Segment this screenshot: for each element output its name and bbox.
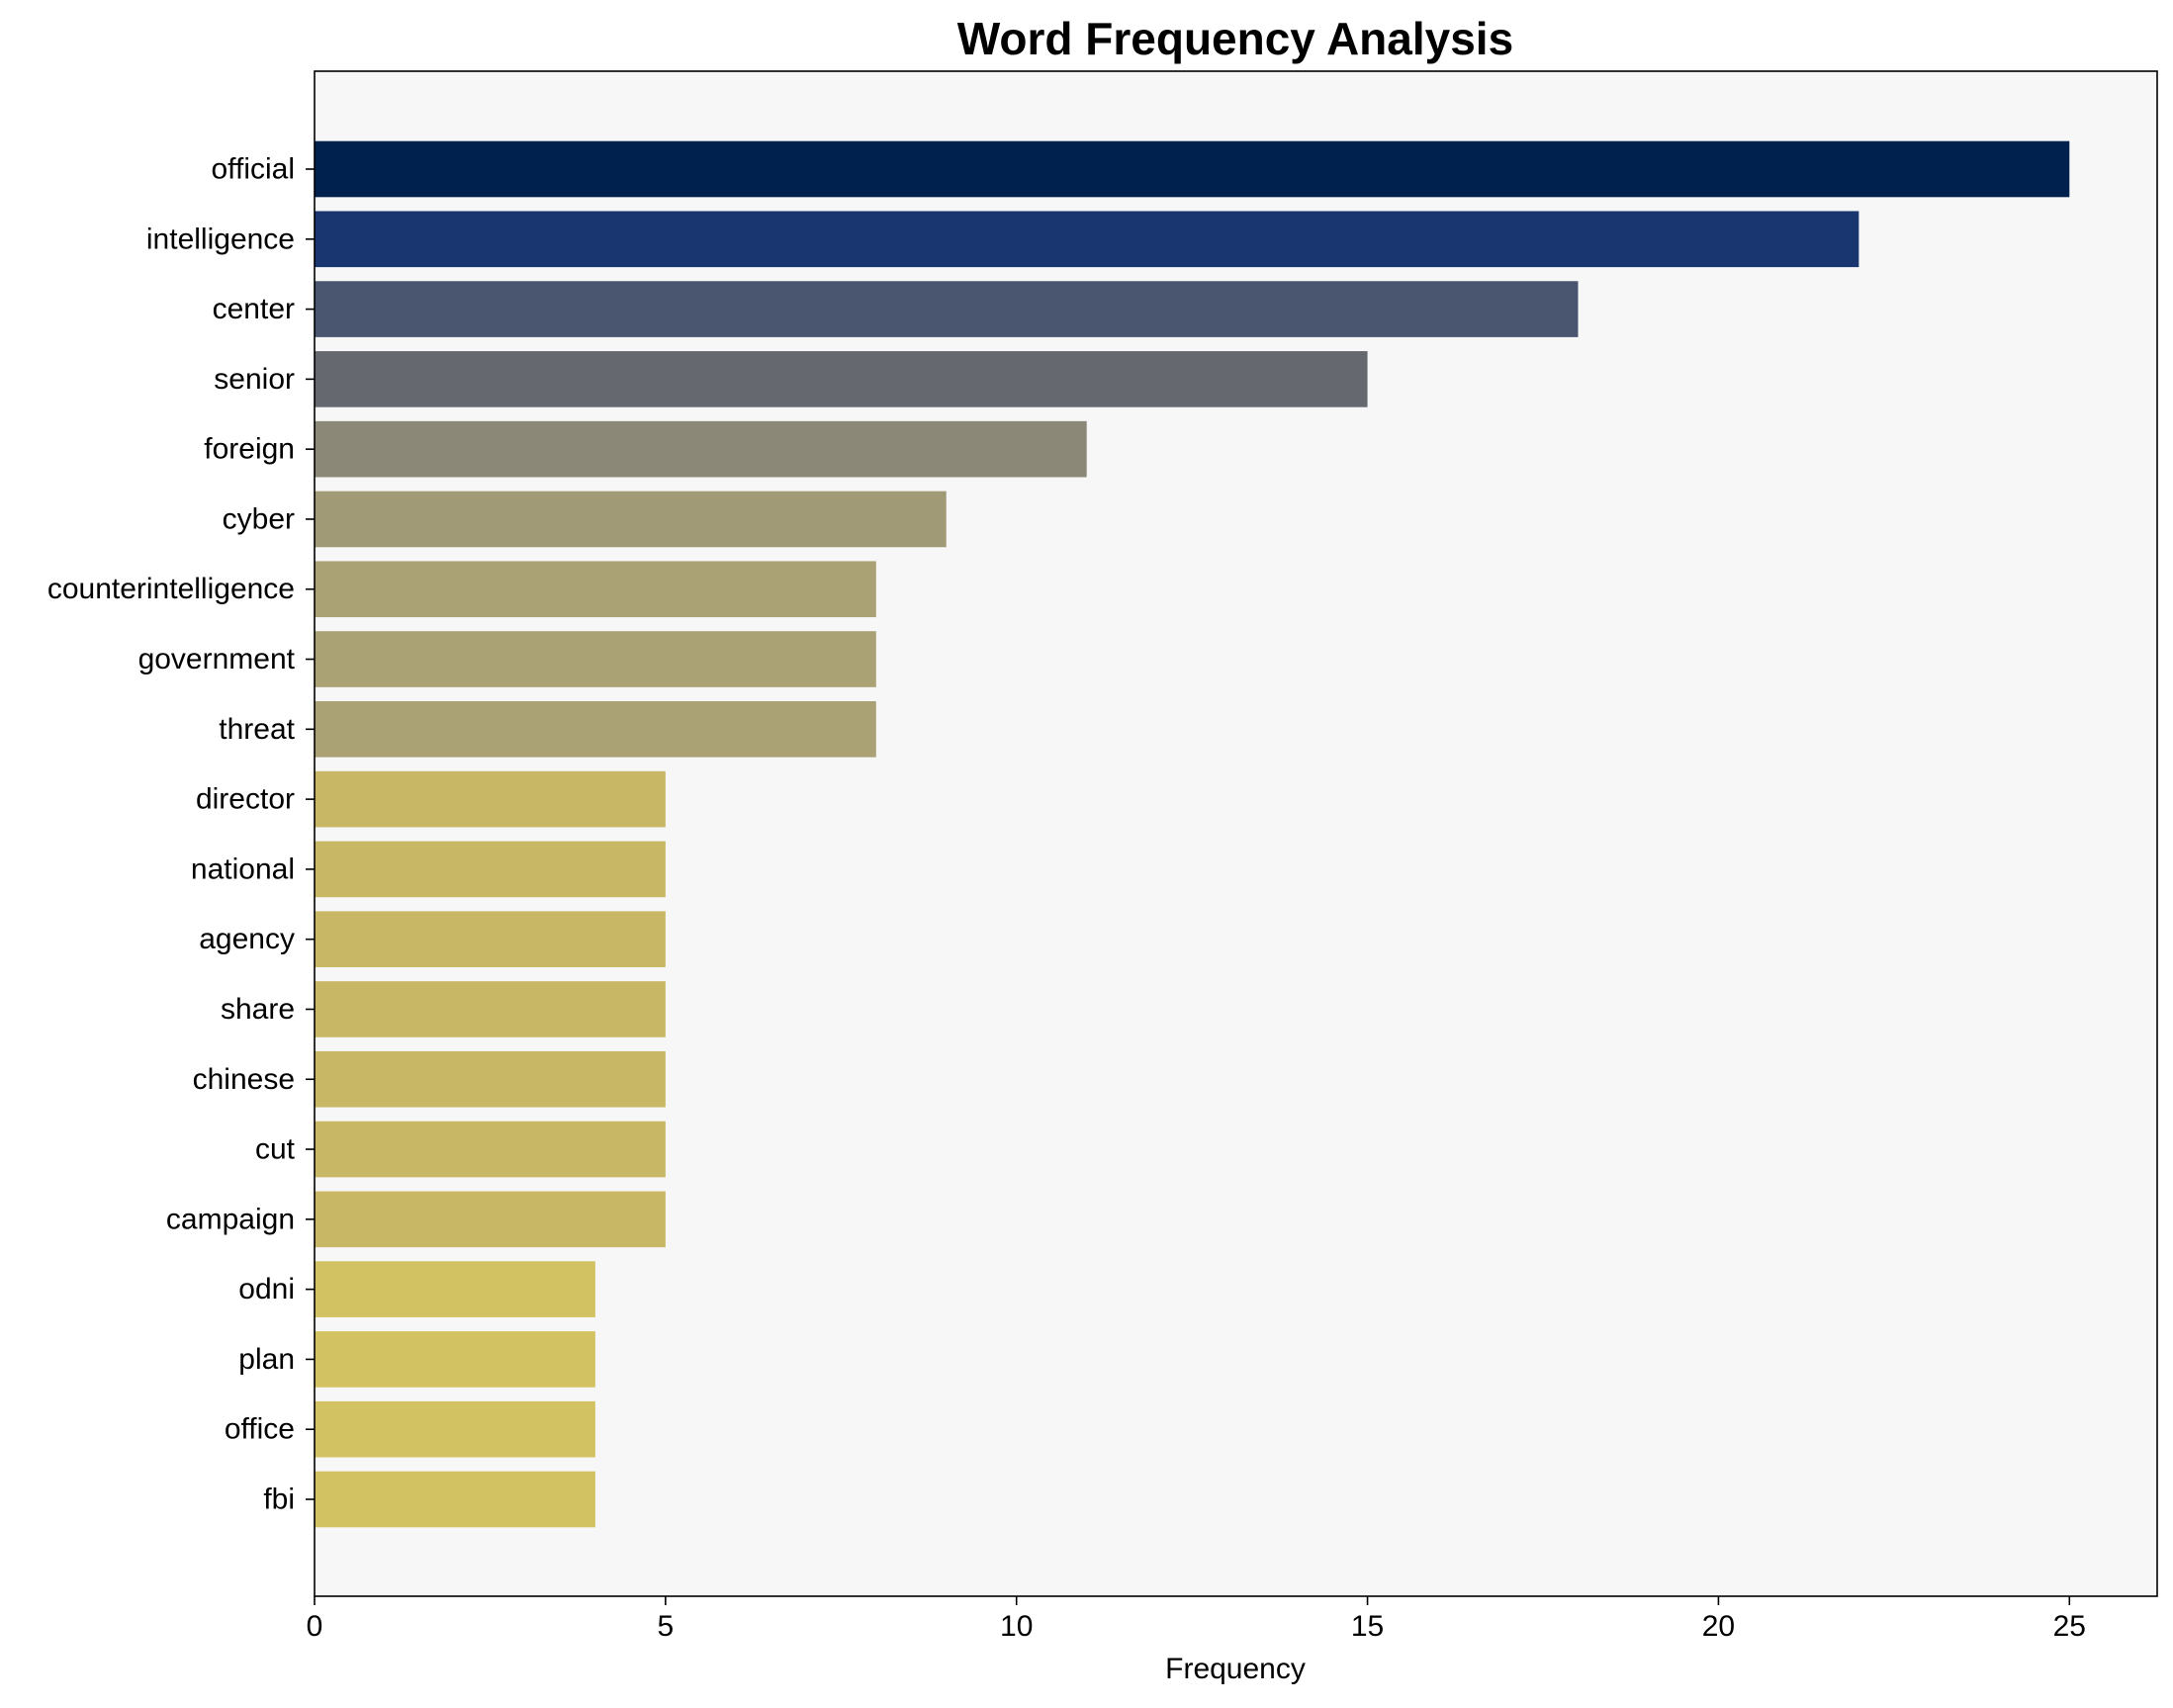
bar-cut — [315, 1121, 666, 1178]
x-tick-label: 15 — [1351, 1610, 1384, 1643]
bar-cyber — [315, 491, 947, 548]
y-tick-label: agency — [199, 923, 295, 955]
x-tick-label: 10 — [1000, 1610, 1033, 1643]
y-tick-label: chinese — [193, 1063, 295, 1096]
bars-group — [315, 140, 2070, 1528]
x-tick-label: 20 — [1702, 1610, 1735, 1643]
y-tick-label: threat — [219, 713, 295, 746]
bar-foreign — [315, 420, 1087, 478]
x-tick-label: 25 — [2053, 1610, 2086, 1643]
bar-senior — [315, 351, 1368, 407]
y-tick-label: government — [138, 643, 296, 675]
y-tick-label: official — [212, 153, 296, 186]
y-tick-label: cut — [255, 1133, 296, 1166]
bar-campaign — [315, 1191, 666, 1248]
bar-share — [315, 981, 666, 1037]
bar-national — [315, 841, 666, 898]
x-axis-ticks: 0 5 10 15 20 25 — [307, 1596, 2086, 1643]
y-tick-label: counterintelligence — [47, 573, 295, 605]
bar-intelligence — [315, 211, 1859, 268]
y-tick-label: foreign — [204, 433, 295, 466]
bar-odni — [315, 1261, 595, 1317]
y-tick-label: director — [196, 783, 295, 816]
chart-title: Word Frequency Analysis — [957, 13, 1513, 64]
y-tick-label: center — [213, 293, 295, 325]
bar-agency — [315, 911, 666, 967]
bar-office — [315, 1400, 595, 1458]
bar-chinese — [315, 1050, 666, 1108]
y-tick-label: office — [225, 1413, 295, 1446]
bar-fbi — [315, 1471, 595, 1528]
y-tick-label: national — [191, 853, 295, 885]
y-axis-ticks: official intelligence center senior foreign c… — [47, 153, 315, 1516]
bar-threat — [315, 701, 876, 758]
x-tick-label: 5 — [658, 1610, 675, 1643]
y-tick-label: odni — [238, 1273, 295, 1305]
y-tick-label: plan — [238, 1343, 295, 1376]
plot-frame — [314, 70, 2158, 1597]
bar-government — [315, 631, 876, 687]
x-axis-label: Frequency — [1165, 1653, 1306, 1685]
y-tick-label: intelligence — [146, 223, 295, 255]
bar-counterintelligence — [315, 561, 876, 618]
y-tick-label: share — [221, 993, 295, 1026]
y-tick-label: cyber — [223, 502, 295, 535]
bar-official — [315, 140, 2070, 198]
y-tick-label: fbi — [263, 1483, 295, 1516]
x-tick-label: 0 — [307, 1610, 323, 1643]
bar-director — [315, 770, 666, 828]
bar-plan — [315, 1331, 595, 1388]
y-tick-label: senior — [214, 363, 295, 396]
y-tick-label: campaign — [166, 1203, 295, 1235]
bar-center — [315, 281, 1579, 337]
